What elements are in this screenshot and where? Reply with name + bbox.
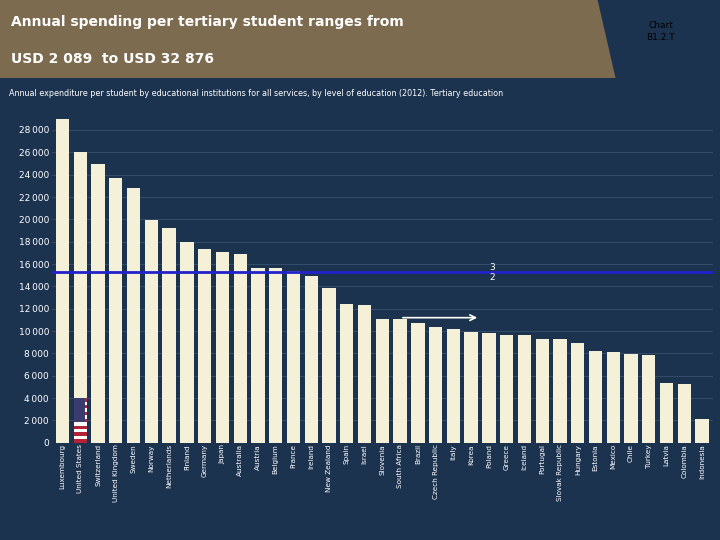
Bar <box>73 429 87 433</box>
Bar <box>251 268 265 443</box>
Bar <box>482 333 495 443</box>
Bar <box>73 405 87 408</box>
Bar <box>305 276 318 443</box>
Bar <box>376 319 389 443</box>
Bar <box>73 398 85 422</box>
Bar <box>340 304 354 443</box>
Bar <box>73 440 87 443</box>
Bar <box>73 412 87 415</box>
Bar <box>233 254 247 443</box>
Bar <box>358 305 372 443</box>
Bar <box>198 248 211 443</box>
Bar <box>73 152 87 443</box>
Bar <box>73 415 87 418</box>
Bar <box>696 420 708 443</box>
Text: USD 2 089  to USD 32 876: USD 2 089 to USD 32 876 <box>11 52 214 66</box>
Bar <box>180 242 194 443</box>
Bar <box>145 220 158 443</box>
Bar <box>73 433 87 436</box>
Text: 2: 2 <box>489 273 495 282</box>
Bar <box>571 343 585 443</box>
Bar <box>411 323 425 443</box>
Bar <box>91 164 104 443</box>
Bar <box>446 329 460 443</box>
Bar <box>554 339 567 443</box>
Text: Annual spending per tertiary student ranges from: Annual spending per tertiary student ran… <box>11 15 403 29</box>
Bar <box>73 436 87 440</box>
Bar <box>216 252 229 443</box>
Bar <box>109 178 122 443</box>
Bar <box>624 354 638 443</box>
Polygon shape <box>0 0 616 78</box>
Bar <box>642 355 655 443</box>
Bar <box>73 408 87 412</box>
Bar <box>429 327 442 443</box>
Bar <box>269 268 282 443</box>
Bar <box>678 384 691 443</box>
Bar <box>607 353 620 443</box>
Bar <box>127 188 140 443</box>
Bar <box>323 288 336 443</box>
Bar <box>536 339 549 443</box>
Text: Annual expenditure per student by educational institutions for all services, by : Annual expenditure per student by educat… <box>9 89 503 98</box>
Bar <box>73 422 87 426</box>
Bar <box>393 319 407 443</box>
Bar <box>73 398 87 402</box>
Text: Chart
B1.2.T: Chart B1.2.T <box>647 21 675 42</box>
Bar <box>518 335 531 443</box>
Bar <box>287 271 300 443</box>
Text: 3: 3 <box>489 263 495 272</box>
Bar <box>56 76 69 443</box>
Bar <box>73 418 87 422</box>
Bar <box>73 402 87 405</box>
Bar <box>464 332 478 443</box>
Bar <box>163 228 176 443</box>
Bar <box>589 352 602 443</box>
Bar <box>500 335 513 443</box>
Bar <box>660 383 673 443</box>
Bar <box>73 426 87 429</box>
